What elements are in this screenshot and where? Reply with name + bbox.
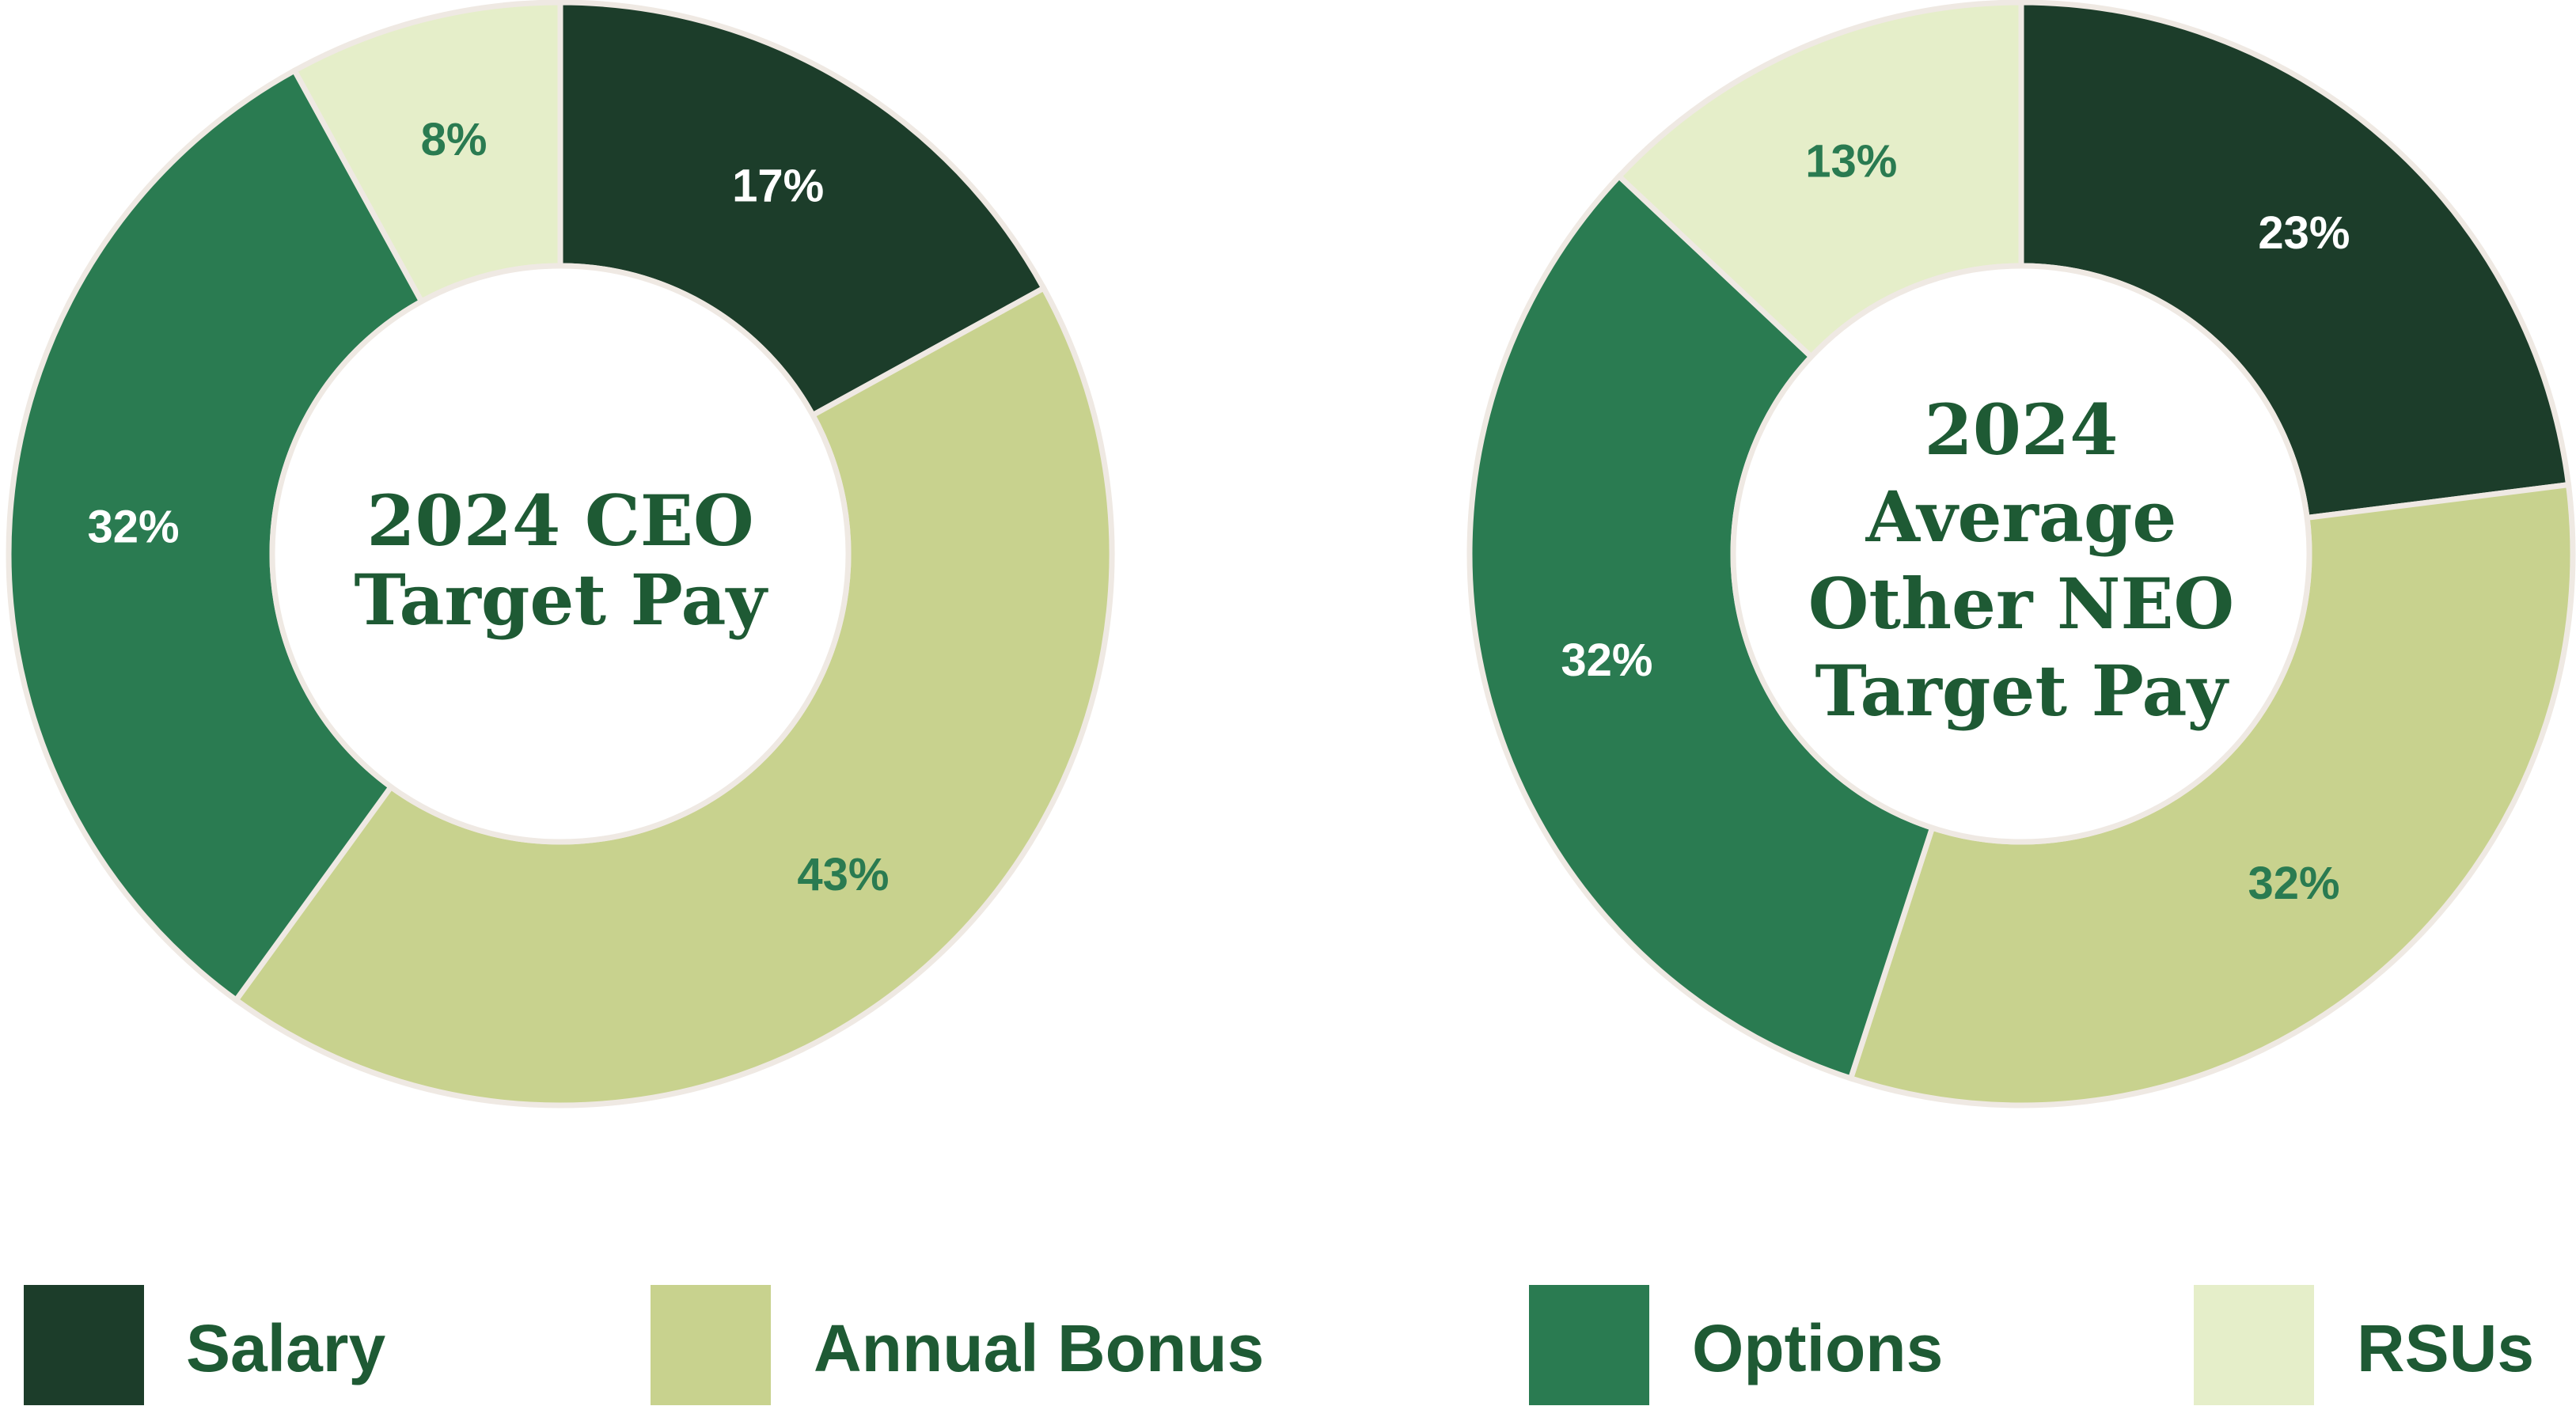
slice-label-salary: 23% [2258,207,2350,259]
slice-label-annual-bonus: 43% [797,849,889,900]
slice-label-annual-bonus: 32% [2248,858,2339,909]
chart-center-title-line: Target Pay [354,559,768,641]
slice-label-rsus: 13% [1805,135,1897,187]
chart-center-title: 2024 CEO Target Pay [354,479,768,641]
chart-center-title-line: 2024 [1925,388,2119,471]
donut-hole [1730,263,2312,845]
neo-target-pay-donut: 23% 32% 32% 13% 2024 Average Other NEO Target P… [1466,0,2576,1109]
legend-label-salary: Salary [186,1311,385,1385]
legend-swatch-options [1529,1285,1649,1405]
legend-swatch-annual-bonus [651,1285,771,1405]
legend-label-annual-bonus: Annual Bonus [814,1311,1264,1385]
chart-center-title: 2024 Average Other NEO Target Pay [1808,388,2234,732]
slice-label-rsus: 8% [421,114,488,165]
slice-label-salary: 17% [732,160,824,211]
legend-label-rsus: RSUs [2357,1311,2534,1385]
chart-center-title-line: Other NEO [1808,563,2234,645]
slice-label-options: 32% [1561,635,1652,686]
chart-center-title-line: Target Pay [1815,650,2229,732]
chart-center-title-line: Average [1865,476,2177,558]
legend-swatch-salary [24,1285,144,1405]
donut-hole [269,263,852,845]
ceo-target-pay-donut: 17% 43% 32% 8% 2024 CEO Target Pay [6,0,1115,1109]
slice-label-options: 32% [88,502,180,553]
chart-center-title-line: 2024 CEO [366,479,753,562]
legend: Salary Annual Bonus Options RSUs [24,1285,2534,1405]
legend-swatch-rsus [2194,1285,2314,1405]
legend-label-options: Options [1692,1311,1943,1385]
